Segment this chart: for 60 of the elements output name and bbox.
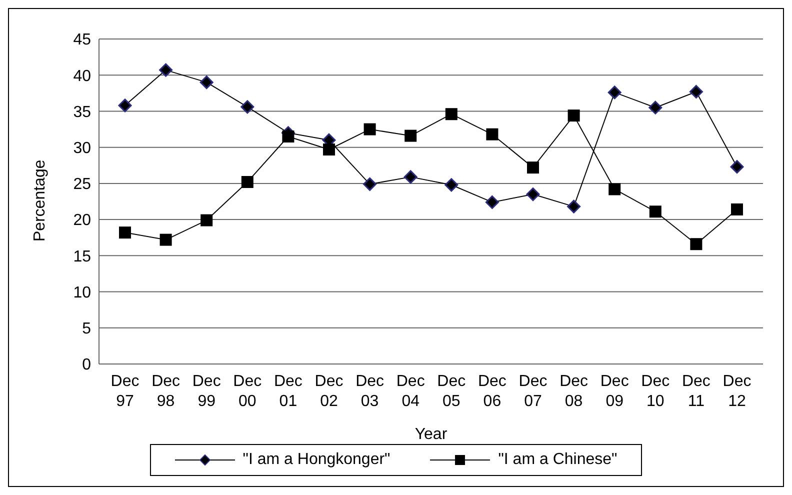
- x-tick-label: Dec 06: [478, 373, 506, 410]
- x-tick-label: Dec 08: [560, 373, 588, 410]
- point: [649, 206, 662, 218]
- y-tick-label: 45: [73, 32, 92, 49]
- y-tick-label: 25: [73, 176, 92, 194]
- x-tick-label: Dec 01: [274, 373, 302, 410]
- x-tick-label: Dec 00: [233, 373, 262, 410]
- y-tick-label: 30: [73, 140, 92, 158]
- point: [200, 76, 214, 90]
- point: [240, 100, 254, 114]
- x-axis-title: Year: [414, 426, 448, 443]
- point: [364, 123, 376, 136]
- point: [485, 195, 499, 209]
- x-tick-label: Dec 03: [356, 373, 384, 410]
- point: [404, 170, 418, 184]
- y-tick-label: 10: [73, 284, 92, 302]
- point: [363, 177, 377, 191]
- y-tick-label: 15: [73, 248, 92, 266]
- x-tick-label: Dec 99: [192, 373, 221, 410]
- point: [568, 110, 580, 122]
- point: [282, 130, 294, 142]
- x-tick-label: Dec 05: [437, 373, 466, 410]
- point: [527, 162, 539, 174]
- point: [200, 214, 213, 226]
- point: [526, 188, 540, 202]
- point: [689, 84, 703, 98]
- point: [119, 226, 131, 239]
- x-tick-label: Dec 07: [518, 373, 548, 410]
- legend-label: "I am a Chinese": [498, 451, 618, 469]
- point: [731, 203, 743, 216]
- x-tick-label: Dec 09: [600, 373, 629, 410]
- point: [159, 63, 173, 77]
- point: [648, 100, 662, 114]
- point: [690, 238, 702, 250]
- y-tick-label: 5: [82, 320, 92, 338]
- x-tick-label: Dec 04: [396, 373, 425, 410]
- point: [445, 108, 458, 120]
- y-axis-title: Percentage: [32, 160, 49, 242]
- x-tick-label: Dec 98: [152, 373, 180, 410]
- x-tick-label: Dec 11: [682, 373, 710, 410]
- y-tick-label: 0: [82, 356, 92, 374]
- legend-label: "I am a Hongkonger": [242, 451, 390, 469]
- x-tick-label: Dec 97: [110, 373, 140, 410]
- point: [608, 86, 622, 100]
- point: [323, 144, 335, 156]
- y-tick-label: 40: [73, 68, 92, 85]
- x-tick-label: Dec 02: [314, 373, 344, 410]
- point: [241, 176, 254, 188]
- point: [160, 234, 172, 246]
- point: [608, 183, 621, 196]
- point: [404, 130, 417, 142]
- point: [118, 98, 132, 112]
- y-tick-label: 35: [73, 104, 92, 121]
- y-tick-label: 20: [73, 212, 92, 230]
- point: [730, 160, 744, 174]
- point: [486, 128, 498, 140]
- x-tick-label: Dec 10: [641, 373, 670, 410]
- point: [444, 178, 458, 192]
- point: [567, 200, 581, 214]
- x-tick-label: Dec 12: [722, 373, 752, 410]
